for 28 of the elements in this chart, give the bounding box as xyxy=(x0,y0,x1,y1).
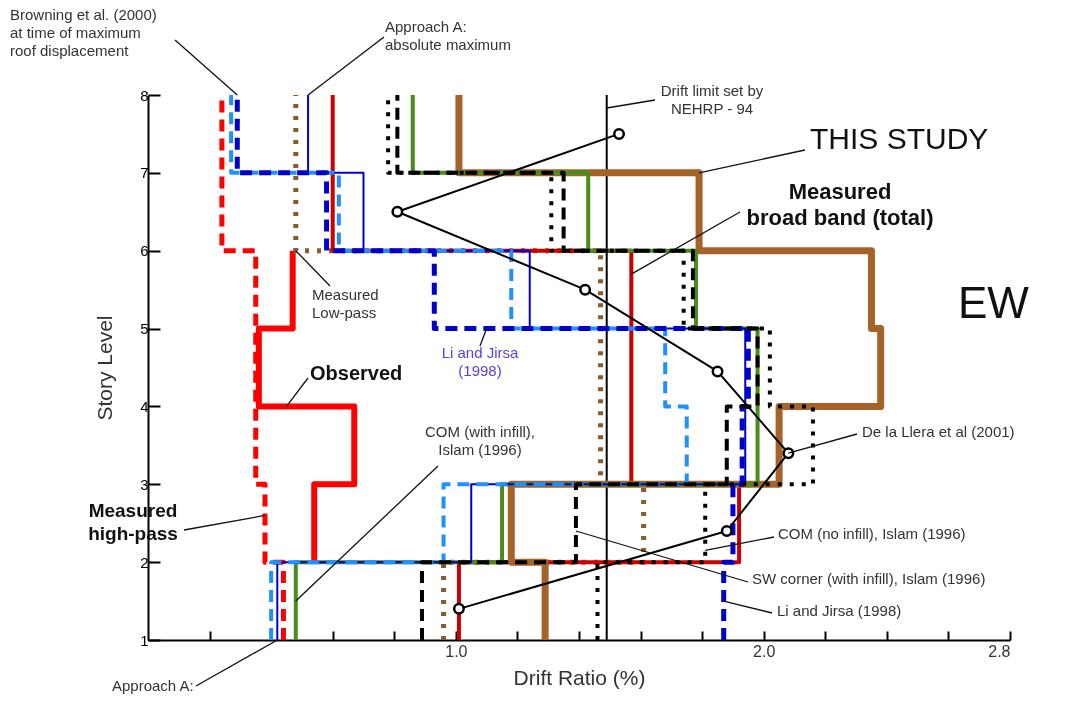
annotation: EW xyxy=(958,278,1030,327)
annotation: Li and Jirsa (1998) xyxy=(777,602,902,619)
annotation: Measured broad band (total) xyxy=(746,179,934,231)
annotation: Browning et al. (2000) at time of maximum roof displacement xyxy=(10,6,157,59)
annotation: Observed xyxy=(310,362,403,384)
y-tick-label: 6 xyxy=(140,242,149,260)
ref-line-label: Drift limit set by NEHRP - 94 xyxy=(660,82,764,117)
x-tick-label: 2.0 xyxy=(753,642,776,660)
y-axis-title: Story Level xyxy=(93,315,117,421)
annotation: Li and Jirsa (1998) xyxy=(441,344,519,379)
y-tick-label: 8 xyxy=(140,86,149,104)
annotation: De la Llera et al (2001) xyxy=(862,423,1015,440)
annotation: COM (with infill), Islam (1996) xyxy=(424,423,536,458)
annotation: THIS STUDY xyxy=(810,122,989,155)
x-axis-title: Drift Ratio (%) xyxy=(513,665,646,689)
annotation: Approach A: absolute maximum xyxy=(385,18,511,53)
annotation: Approach A: xyxy=(112,677,194,694)
x-tick-label: 1.0 xyxy=(445,642,468,660)
y-tick-label: 3 xyxy=(140,475,149,493)
x-tick-label: 2.8 xyxy=(988,642,1011,660)
y-tick-label: 2 xyxy=(140,553,149,571)
y-tick-label: 7 xyxy=(140,164,149,182)
y-tick-label: 1 xyxy=(140,631,149,649)
annotation: Measured Low-pass xyxy=(312,286,379,321)
y-tick-label: 5 xyxy=(140,320,149,338)
annotation: SW corner (with infill), Islam (1996) xyxy=(752,570,986,587)
y-tick-label: 4 xyxy=(140,397,149,415)
annotation: COM (no infill), Islam (1996) xyxy=(778,525,966,542)
